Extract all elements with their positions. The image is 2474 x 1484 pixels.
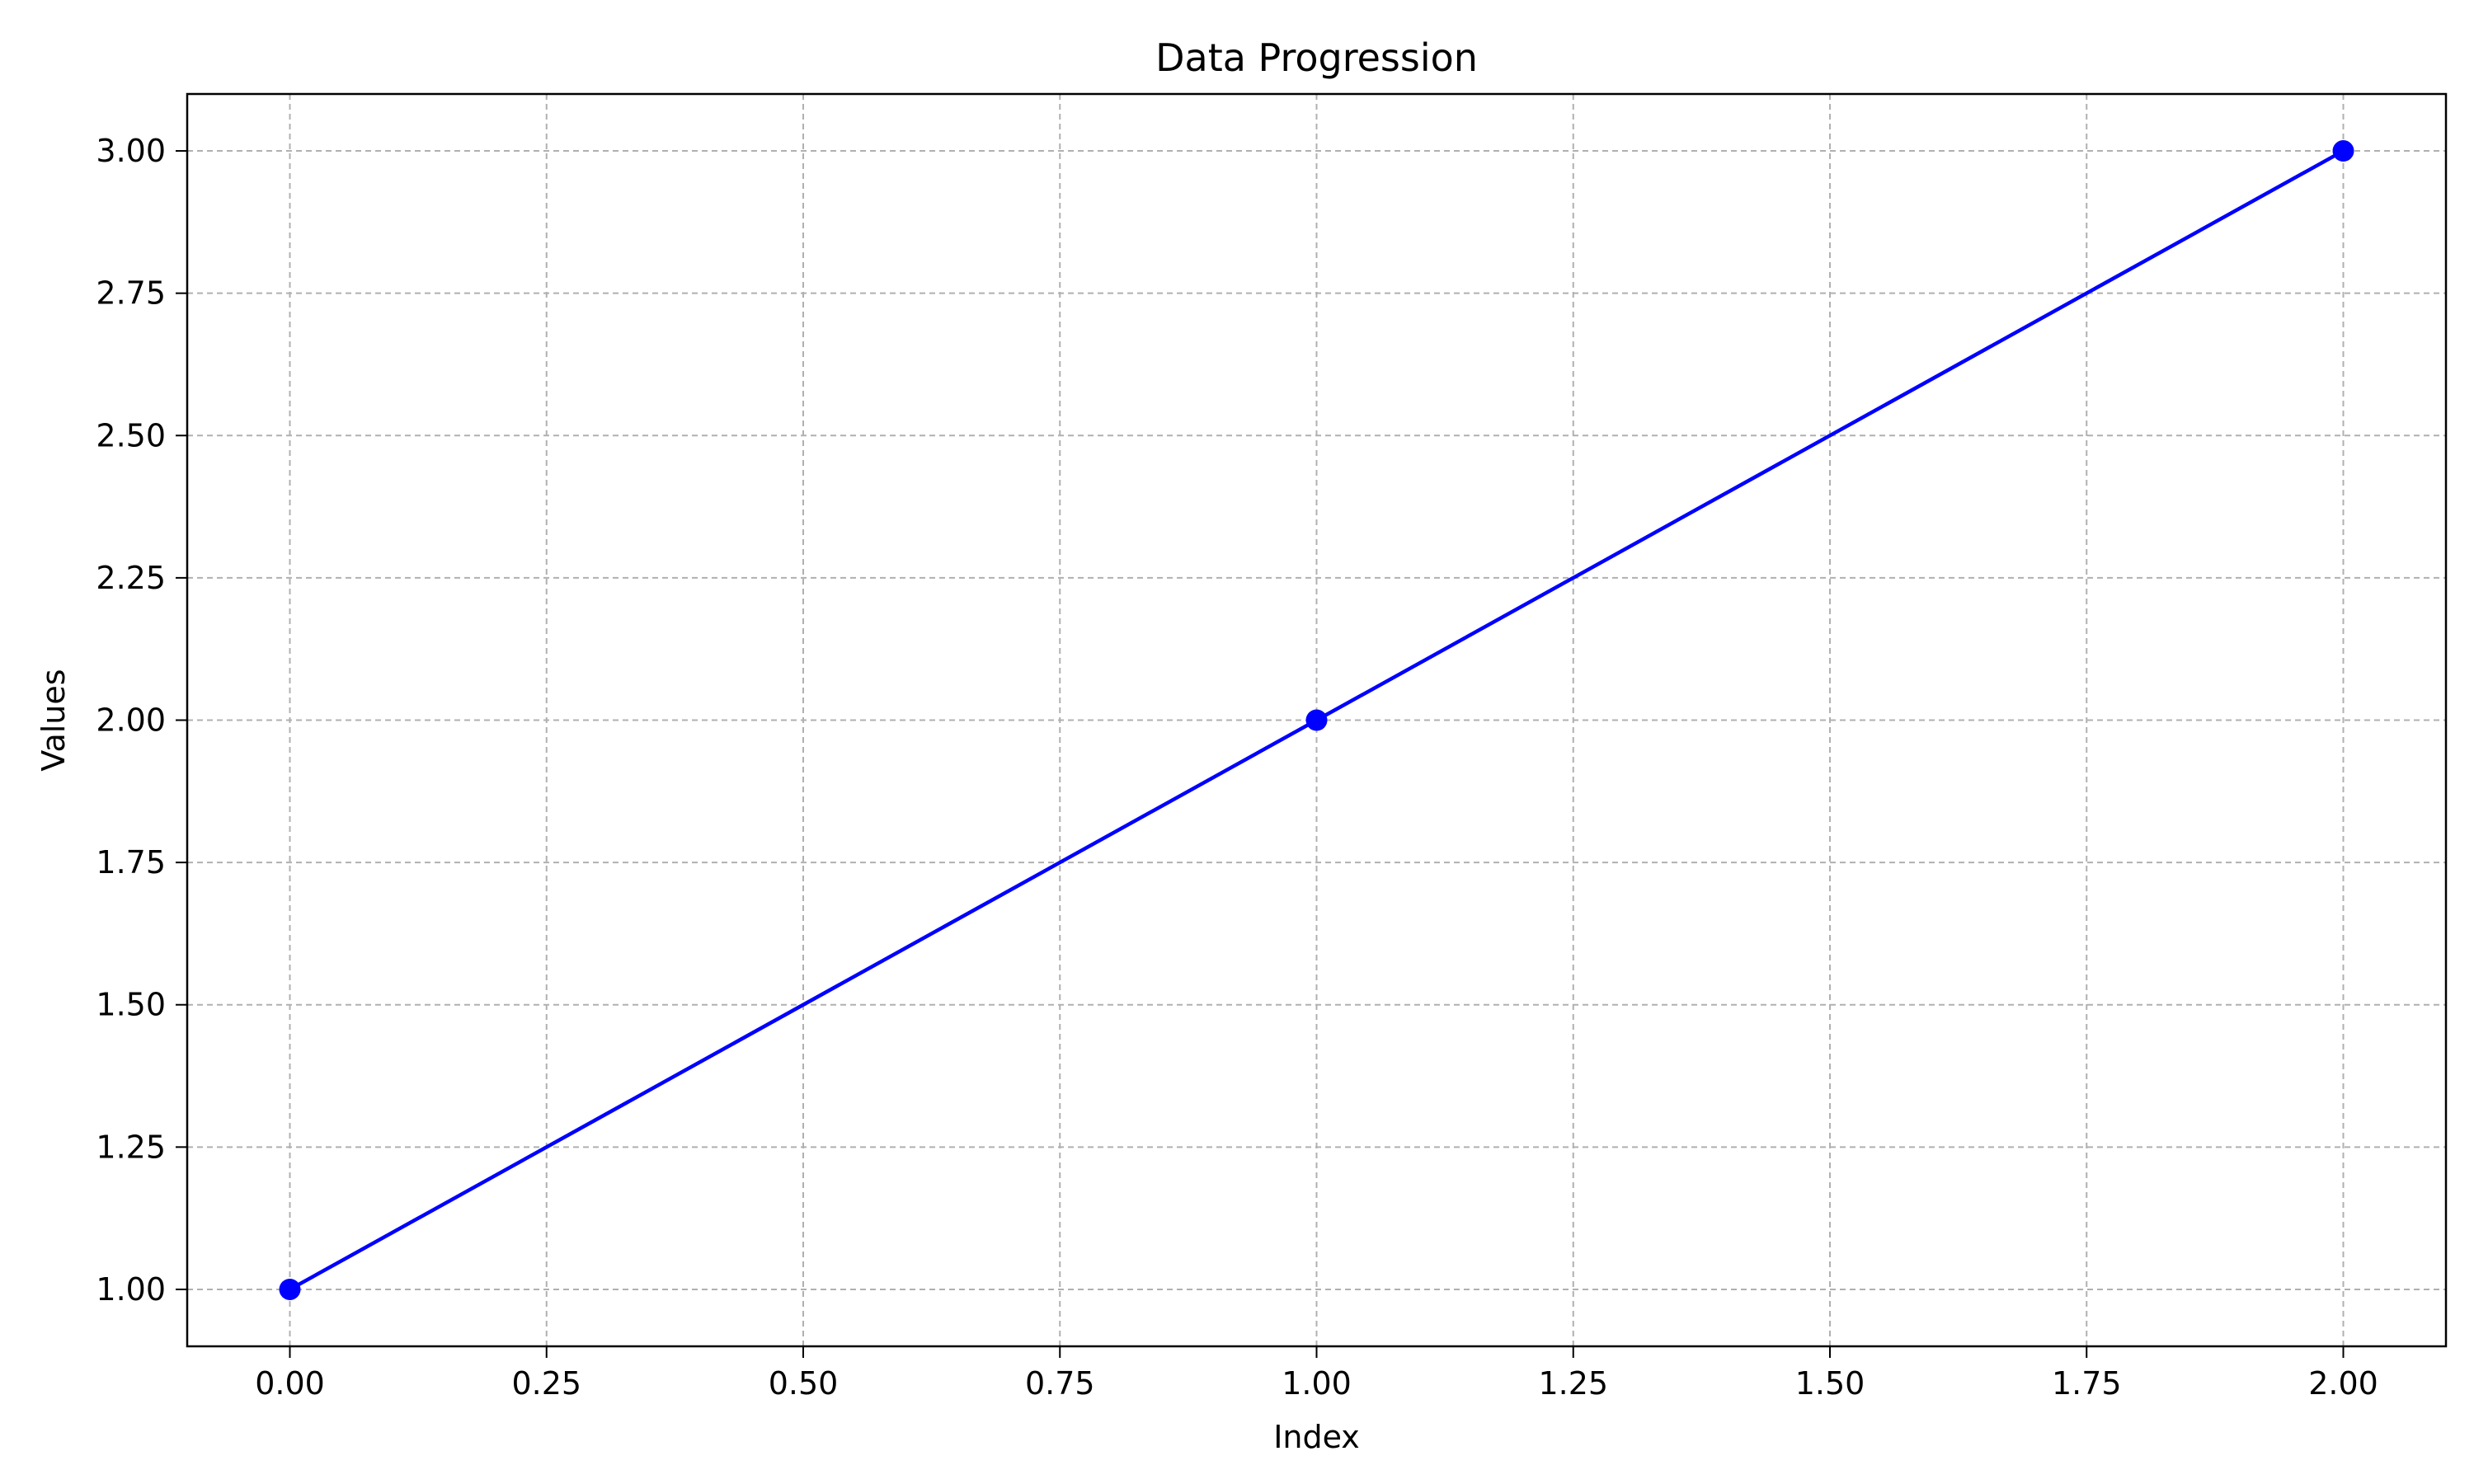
x-tick-label: 1.25 xyxy=(1538,1365,1608,1402)
data-point xyxy=(2332,140,2354,162)
series xyxy=(279,140,2354,1300)
y-tick-label: 2.00 xyxy=(96,702,166,739)
y-axis-ticks: 1.00 1.25 1.50 1.75 2.00 2.25 2.50 2.75 3.00 xyxy=(96,133,187,1308)
data-point xyxy=(1305,709,1328,731)
data-point xyxy=(279,1278,301,1300)
y-tick-label: 2.25 xyxy=(96,560,166,596)
x-tick-label: 1.50 xyxy=(1795,1365,1865,1402)
y-tick-label: 3.00 xyxy=(96,133,166,169)
chart-title: Data Progression xyxy=(1155,35,1478,80)
x-tick-label: 1.00 xyxy=(1282,1365,1352,1402)
y-axis-label: Values xyxy=(35,669,72,771)
y-tick-label: 1.25 xyxy=(96,1129,166,1165)
y-tick-label: 2.50 xyxy=(96,417,166,453)
x-tick-label: 0.25 xyxy=(511,1365,581,1402)
x-axis-ticks: 0.00 0.25 0.50 0.75 1.00 1.25 1.50 1.75 2.00 xyxy=(255,1346,2378,1402)
plot-area-frame xyxy=(186,92,2448,1348)
y-tick-label: 1.75 xyxy=(96,844,166,881)
x-tick-label: 1.75 xyxy=(2052,1365,2122,1402)
y-tick-label: 1.50 xyxy=(96,987,166,1023)
x-tick-label: 0.50 xyxy=(769,1365,839,1402)
y-tick-label: 2.75 xyxy=(96,275,166,312)
x-tick-label: 0.75 xyxy=(1025,1365,1095,1402)
y-tick-label: 1.00 xyxy=(96,1271,166,1308)
x-tick-label: 0.00 xyxy=(255,1365,325,1402)
x-tick-label: 2.00 xyxy=(2308,1365,2378,1402)
x-axis-label: Index xyxy=(1273,1419,1360,1455)
